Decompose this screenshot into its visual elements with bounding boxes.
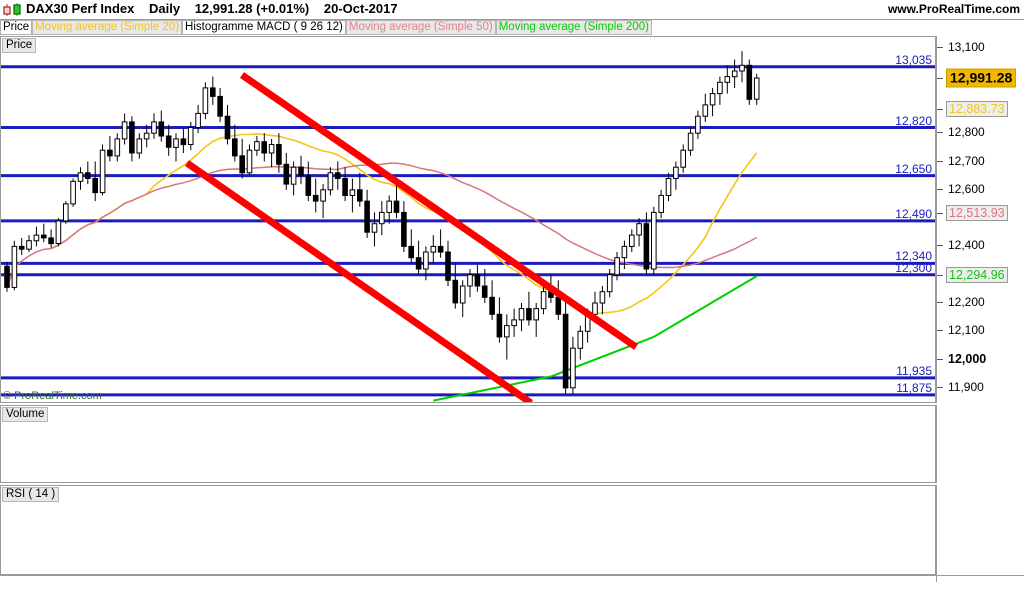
rsi-panel[interactable]: RSI ( 14 ) xyxy=(0,485,936,575)
ma50-line xyxy=(6,162,758,288)
support-level-label: 13,035 xyxy=(895,52,932,67)
quote-value: 12,991.28 (+0.01%) xyxy=(194,1,310,16)
price-axis-tick: 12,100 xyxy=(948,323,985,338)
rsi-axis[interactable] xyxy=(936,485,1024,575)
support-level-label: 11,935 xyxy=(896,363,932,378)
time-axis[interactable] xyxy=(0,575,1024,601)
last-price-badge[interactable]: 12,991.28 xyxy=(946,68,1017,88)
ma20-value-badge[interactable]: 12,883.73 xyxy=(946,100,1008,117)
axis-tick xyxy=(937,188,943,190)
price-axis-tick: 13,100 xyxy=(948,40,985,55)
support-level-label: 11,875 xyxy=(896,380,932,395)
ma200-value-badge[interactable]: 12,294.96 xyxy=(946,267,1008,284)
ma50-value-badge[interactable]: 12,513.93 xyxy=(946,205,1008,222)
timeframe-label: Daily xyxy=(149,1,181,16)
legend-item-1[interactable]: Moving average (Simple 20) xyxy=(32,20,183,35)
copyright-label: © ProRealTime.com xyxy=(3,390,102,402)
title-text: DAX30 Perf Index Daily 12,991.28 (+0.01%… xyxy=(26,1,409,16)
ma20-line xyxy=(50,132,758,315)
support-level-label: 12,820 xyxy=(895,113,932,128)
title-bar: DAX30 Perf Index Daily 12,991.28 (+0.01%… xyxy=(0,0,1024,20)
brand-label: www.ProRealTime.com xyxy=(887,2,1020,16)
axis-tick xyxy=(937,213,943,215)
axis-tick xyxy=(937,78,943,80)
instrument-name: DAX30 Perf Index xyxy=(26,1,135,16)
axis-tick xyxy=(937,108,943,110)
axis-tick xyxy=(937,275,943,277)
price-chart-panel[interactable]: Price 13,035 12,820 12,650 12,490 12,340 12,3… xyxy=(0,36,936,403)
legend-item-4[interactable]: Moving average (Simple 200) xyxy=(495,20,652,35)
rsi-panel-tag[interactable]: RSI ( 14 ) xyxy=(2,487,60,502)
legend-item-2[interactable]: Histogramme MACD ( 9 26 12) xyxy=(182,20,346,35)
price-axis-tick: 12,600 xyxy=(948,181,985,196)
price-axis-tick: 12,200 xyxy=(948,295,985,309)
support-level-label: 12,490 xyxy=(895,206,932,221)
trendline-channel[interactable] xyxy=(184,72,638,402)
support-level-label: 12,340 xyxy=(895,249,932,264)
price-axis-tick-bold: 12,000 xyxy=(948,351,987,366)
price-axis-tick: 12,400 xyxy=(948,238,985,253)
price-axis-tick: 11,900 xyxy=(948,379,984,394)
axis-tick xyxy=(937,358,943,360)
axis-tick xyxy=(937,386,943,388)
price-axis-tick: 12,800 xyxy=(948,125,985,140)
axis-tick xyxy=(937,330,943,332)
indicator-legend: Price Moving average (Simple 20) Histogram… xyxy=(0,20,652,35)
axis-separator xyxy=(936,576,937,582)
quote-date: 20-Oct-2017 xyxy=(323,1,398,16)
axis-tick xyxy=(937,47,943,49)
volume-panel[interactable]: Volume xyxy=(0,405,936,483)
volume-panel-tag[interactable]: Volume xyxy=(2,407,49,422)
price-axis-tick: 12,700 xyxy=(948,153,985,168)
ma200-line xyxy=(433,275,758,402)
price-panel-tag[interactable]: Price xyxy=(2,38,37,53)
axis-tick xyxy=(937,302,943,303)
price-chart-canvas xyxy=(1,51,935,402)
axis-tick xyxy=(937,245,943,247)
legend-item-3[interactable]: Moving average (Simple 50) xyxy=(345,20,496,35)
support-level-label: 12,650 xyxy=(895,161,932,176)
axis-tick xyxy=(937,160,943,162)
volume-axis[interactable] xyxy=(936,405,1024,483)
candlestick-series xyxy=(4,51,760,394)
price-axis[interactable]: 13,100 12,800 12,700 12,600 12,400 12,200 12,1… xyxy=(936,36,1024,403)
rsi-chart-canvas xyxy=(1,486,935,574)
axis-tick xyxy=(937,132,943,134)
volume-chart-canvas xyxy=(1,406,935,482)
candlestick-icon xyxy=(3,3,21,16)
support-level-label: 12,300 xyxy=(895,260,932,275)
legend-item-0[interactable]: Price xyxy=(0,20,33,35)
